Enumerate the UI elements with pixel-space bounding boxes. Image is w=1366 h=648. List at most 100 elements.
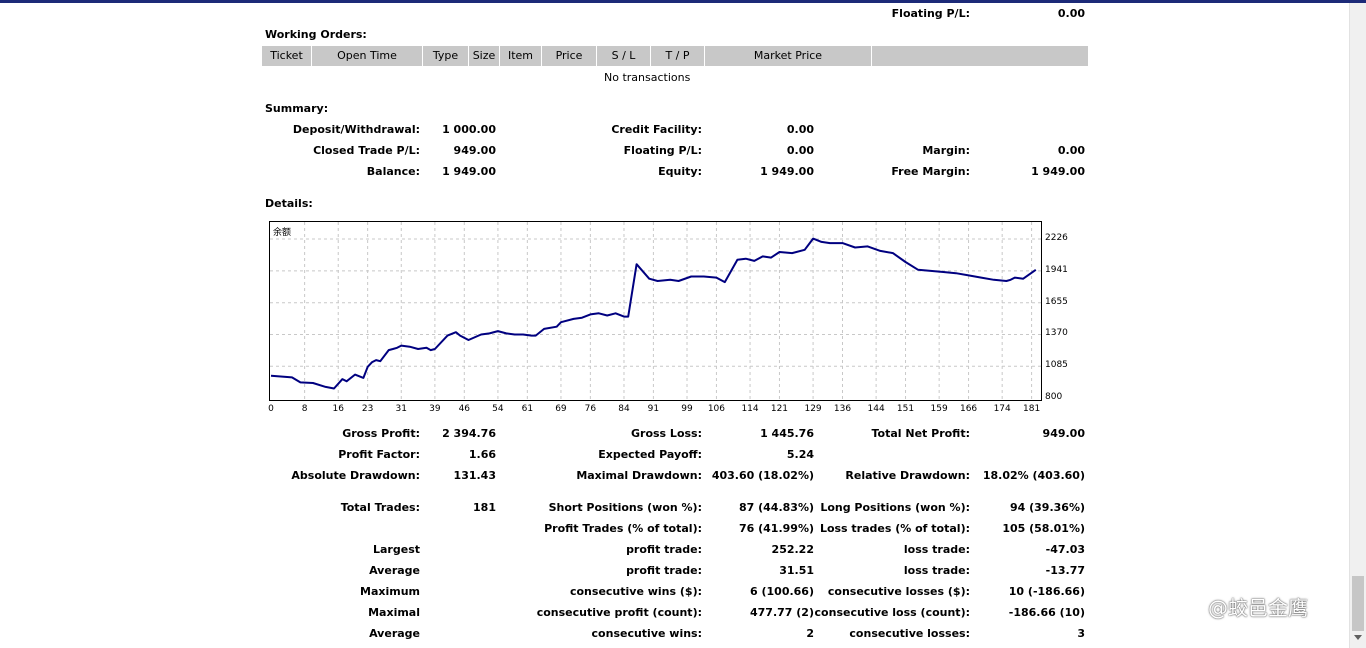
x-tick-label: 84	[618, 404, 630, 414]
x-tick-label: 136	[833, 404, 852, 414]
col-market-price[interactable]: Market Price	[705, 46, 872, 66]
top-floating-label: Floating P/L:	[891, 7, 970, 20]
watermark-text: @蛟邑金鹰	[1208, 596, 1308, 620]
x-tick-label: 181	[1023, 404, 1041, 414]
col-type[interactable]: Type	[423, 46, 469, 66]
scroll-down-arrow-icon[interactable]	[1354, 635, 1362, 640]
expected-payoff-label: Expected Payoff:	[598, 448, 702, 461]
gross-loss-value: 1 445.76	[760, 427, 814, 440]
profit-trades-value: 76 (41.99%)	[738, 522, 814, 535]
balance-series-line	[270, 237, 1037, 390]
y-tick-label: 1941	[1045, 264, 1068, 275]
max-cons-losses-value: 10 (-186.66)	[1008, 585, 1085, 598]
no-transactions-text: No transactions	[604, 71, 691, 84]
details-title: Details:	[265, 197, 313, 210]
maximal-cons-loss-label: consecutive loss (count):	[814, 606, 970, 619]
maximum-label: Maximum	[360, 585, 420, 598]
avg-cons-losses-label: consecutive losses:	[849, 627, 970, 640]
equity-label: Equity:	[658, 165, 702, 178]
free-margin-value: 1 949.00	[1031, 165, 1085, 178]
credit-label: Credit Facility:	[611, 123, 702, 136]
col-sl[interactable]: S / L	[597, 46, 651, 66]
average-profit-value: 31.51	[779, 564, 814, 577]
maximal-label: Maximal	[368, 606, 420, 619]
x-tick-label: 46	[458, 404, 471, 414]
col-blank	[872, 46, 1088, 66]
x-tick-label: 39	[429, 404, 441, 414]
short-positions-label: Short Positions (won %):	[548, 501, 702, 514]
largest-loss-value: -47.03	[1045, 543, 1085, 556]
x-tick-label: 121	[770, 404, 789, 414]
largest-profit-value: 252.22	[771, 543, 814, 556]
x-tick-label: 31	[395, 404, 407, 414]
balance-chart	[269, 221, 1042, 401]
x-tick-label: 144	[867, 404, 885, 414]
x-tick-label: 129	[804, 404, 822, 414]
x-tick-label: 0	[268, 404, 274, 414]
max-cons-wins-value: 6 (100.66)	[750, 585, 814, 598]
expected-payoff-value: 5.24	[786, 448, 814, 461]
absolute-drawdown-value: 131.43	[453, 469, 496, 482]
average2-label: Average	[369, 627, 420, 640]
long-positions-value: 94 (39.36%)	[1009, 501, 1085, 514]
total-trades-label: Total Trades:	[340, 501, 420, 514]
y-tick-label: 1655	[1045, 296, 1068, 307]
balance-label: Balance:	[366, 165, 420, 178]
maximal-drawdown-label: Maximal Drawdown:	[576, 469, 702, 482]
x-tick-label: 114	[741, 404, 759, 414]
average-label: Average	[369, 564, 420, 577]
col-size[interactable]: Size	[469, 46, 500, 66]
y-tick-label: 1370	[1045, 328, 1068, 339]
x-tick-label: 54	[492, 404, 504, 414]
scrollbar-thumb[interactable]	[1352, 576, 1364, 631]
x-tick-label: 91	[647, 404, 660, 414]
floating-pl-value: 0.00	[786, 144, 814, 157]
largest-profit-label: profit trade:	[626, 543, 702, 556]
absolute-drawdown-label: Absolute Drawdown:	[291, 469, 420, 482]
gross-profit-value: 2 394.76	[442, 427, 496, 440]
maximal-cons-loss-value: -186.66 (10)	[1008, 606, 1085, 619]
margin-label: Margin:	[922, 144, 970, 157]
x-tick-label: 99	[681, 404, 693, 414]
x-tick-label: 166	[959, 404, 978, 414]
col-item[interactable]: Item	[500, 46, 542, 66]
free-margin-label: Free Margin:	[891, 165, 970, 178]
largest-label: Largest	[373, 543, 420, 556]
short-positions-value: 87 (44.83%)	[738, 501, 814, 514]
x-tick-label: 69	[555, 404, 567, 414]
credit-value: 0.00	[786, 123, 814, 136]
profit-trades-label: Profit Trades (% of total):	[544, 522, 702, 535]
deposit-value: 1 000.00	[442, 123, 496, 136]
total-net-profit-value: 949.00	[1042, 427, 1085, 440]
avg-cons-wins-label: consecutive wins:	[591, 627, 702, 640]
x-tick-label: 8	[301, 404, 308, 414]
col-price[interactable]: Price	[542, 46, 597, 66]
loss-trades-value: 105 (58.01%)	[1002, 522, 1085, 535]
col-open-time[interactable]: Open Time	[312, 46, 423, 66]
x-tick-label: 61	[521, 404, 534, 414]
y-tick-label: 800	[1045, 392, 1063, 402]
profit-factor-value: 1.66	[468, 448, 496, 461]
average-profit-label: profit trade:	[626, 564, 702, 577]
avg-cons-losses-value: 3	[1077, 627, 1085, 640]
y-tick-label: 2226	[1045, 233, 1068, 244]
gross-profit-label: Gross Profit:	[342, 427, 420, 440]
average-loss-value: -13.77	[1045, 564, 1085, 577]
relative-drawdown-label: Relative Drawdown:	[845, 469, 970, 482]
vertical-scrollbar[interactable]	[1349, 3, 1366, 648]
largest-loss-label: loss trade:	[903, 543, 970, 556]
col-tp[interactable]: T / P	[651, 46, 705, 66]
average-loss-label: loss trade:	[903, 564, 970, 577]
gross-loss-label: Gross Loss:	[631, 427, 702, 440]
x-tick-label: 159	[930, 404, 948, 414]
avg-cons-wins-value: 2	[806, 627, 814, 640]
window-top-border	[0, 0, 1366, 3]
x-tick-label: 151	[896, 404, 915, 414]
equity-value: 1 949.00	[760, 165, 814, 178]
total-trades-value: 181	[473, 501, 496, 514]
y-tick-label: 1085	[1045, 360, 1068, 371]
col-ticket[interactable]: Ticket	[262, 46, 312, 66]
closed-pl-value: 949.00	[453, 144, 496, 157]
maximal-cons-profit-label: consecutive profit (count):	[536, 606, 702, 619]
x-tick-label: 174	[993, 404, 1011, 414]
